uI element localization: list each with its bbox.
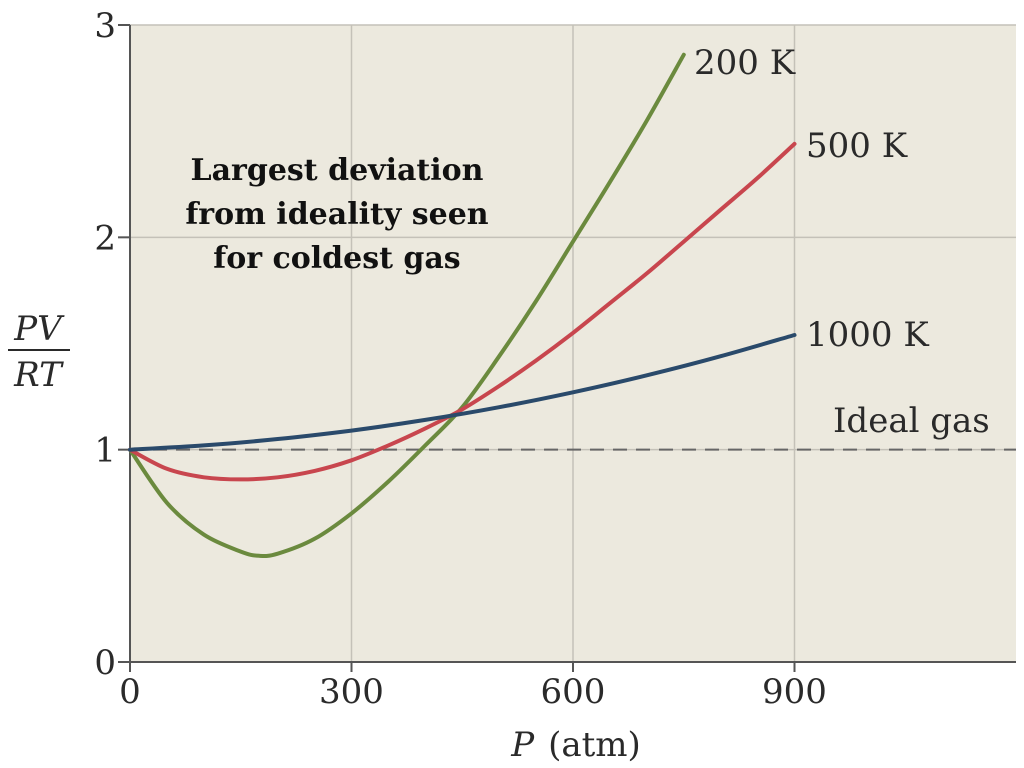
series-line-0	[128, 52, 686, 559]
annotation-line-1: Largest deviation	[191, 153, 484, 188]
x-tick-label-900: 900	[762, 672, 827, 712]
y-tick-label-0: 0	[94, 643, 116, 683]
series-label-1000k: 1000 K	[806, 315, 929, 355]
axes	[118, 24, 1016, 672]
x-tick-label-300: 300	[319, 672, 384, 712]
y-axis-label-numerator: PV	[13, 309, 65, 349]
series-lines	[128, 52, 797, 559]
tick-labels: 0 300 600 900 0 1 2 3	[94, 6, 827, 712]
x-axis-label-variable: P	[510, 725, 535, 765]
y-tick-label-3: 3	[94, 6, 116, 46]
annotation-line-2: from ideality seen	[185, 197, 488, 232]
series-label-200k: 200 K	[694, 43, 796, 83]
x-tick-label-0: 0	[119, 672, 141, 712]
series-label-500k: 500 K	[806, 126, 908, 166]
y-tick-label-2: 2	[94, 218, 116, 258]
y-axis-label-denominator: RT	[13, 355, 64, 395]
ideal-gas-label: Ideal gas	[833, 401, 990, 441]
x-tick-label-600: 600	[541, 672, 606, 712]
x-axis-label: P (atm)	[510, 725, 641, 765]
series-line-1	[128, 141, 797, 482]
annotation-line-3: for coldest gas	[213, 241, 460, 276]
series-line-2	[128, 333, 797, 452]
y-tick-label-1: 1	[94, 431, 116, 471]
x-axis-label-unit: (atm)	[548, 725, 641, 765]
